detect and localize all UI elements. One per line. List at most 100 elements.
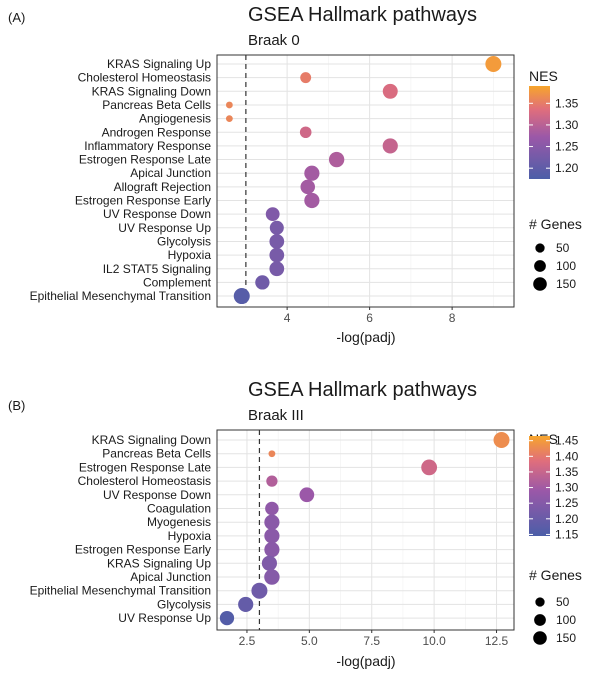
category-label: Allograft Rejection bbox=[114, 180, 211, 194]
point bbox=[269, 247, 285, 263]
plot-border bbox=[216, 54, 515, 308]
x-tick-label: 8 bbox=[449, 311, 456, 325]
category-label: UV Response Down bbox=[103, 207, 211, 221]
category-label: Epithelial Mesenchymal Transition bbox=[30, 584, 211, 598]
point bbox=[225, 101, 233, 109]
color-tick-label: 1.20 bbox=[555, 512, 579, 526]
points bbox=[225, 56, 502, 305]
color-tick-label: 1.45 bbox=[555, 434, 579, 448]
category-label: Pancreas Beta Cells bbox=[102, 447, 211, 461]
panel-a: (A) GSEA Hallmark pathways Braak 0 KRAS … bbox=[8, 4, 582, 345]
plot-border bbox=[216, 429, 515, 631]
color-tick-label: 1.30 bbox=[555, 118, 579, 132]
point bbox=[264, 569, 280, 585]
color-legend-title: NES bbox=[529, 68, 558, 84]
color-tick-label: 1.15 bbox=[555, 527, 579, 541]
size-legend-title: # Genes bbox=[529, 216, 582, 232]
category-label: KRAS Signaling Up bbox=[107, 556, 211, 570]
point bbox=[264, 528, 280, 544]
category-label: UV Response Up bbox=[118, 611, 211, 625]
size-key-label: 50 bbox=[556, 595, 570, 609]
color-tick-label: 1.20 bbox=[555, 161, 579, 175]
point bbox=[251, 582, 268, 599]
x-tick-labels: 2.5 5.0 7.5 10.0 12.5 bbox=[239, 630, 509, 648]
point bbox=[265, 207, 280, 222]
size-key bbox=[535, 597, 545, 607]
category-label: KRAS Signaling Up bbox=[107, 57, 211, 71]
point bbox=[225, 115, 233, 122]
category-label: Estrogen Response Early bbox=[75, 543, 211, 557]
x-tick-label: 4 bbox=[284, 311, 291, 325]
point bbox=[264, 514, 280, 530]
x-tick-label: 5.0 bbox=[301, 634, 318, 648]
point bbox=[304, 165, 320, 181]
panel-label: (B) bbox=[8, 398, 25, 413]
category-label: Estrogen Response Late bbox=[79, 153, 211, 167]
category-label: Myogenesis bbox=[147, 515, 211, 529]
point bbox=[233, 288, 250, 305]
x-tick-label: 12.5 bbox=[485, 634, 509, 648]
category-label: Estrogen Response Early bbox=[75, 194, 211, 208]
size-key bbox=[534, 614, 546, 626]
point bbox=[485, 56, 502, 72]
color-tick-label: 1.25 bbox=[555, 140, 579, 154]
panel-b: (B) GSEA Hallmark pathways Braak III KRA… bbox=[8, 379, 582, 669]
size-key-label: 50 bbox=[556, 241, 570, 255]
chart-subtitle: Braak 0 bbox=[248, 32, 300, 49]
category-label: Angiogenesis bbox=[139, 112, 211, 126]
point bbox=[300, 179, 316, 195]
color-tick-label: 1.30 bbox=[555, 481, 579, 495]
size-key bbox=[535, 243, 545, 253]
category-label: Glycolysis bbox=[157, 597, 211, 611]
size-key bbox=[534, 260, 546, 272]
category-label: Coagulation bbox=[147, 502, 211, 516]
category-label: Pancreas Beta Cells bbox=[102, 98, 211, 112]
size-key bbox=[533, 277, 547, 291]
x-tick-label: 6 bbox=[366, 311, 373, 325]
point bbox=[269, 220, 284, 235]
size-key-label: 150 bbox=[556, 631, 576, 645]
category-label: IL2 STAT5 Signaling bbox=[103, 262, 211, 276]
point bbox=[493, 432, 510, 448]
size-key bbox=[533, 631, 547, 645]
point bbox=[304, 192, 320, 209]
point bbox=[269, 261, 285, 277]
category-label: Apical Junction bbox=[130, 166, 211, 180]
color-legend-ticks: 1.451.40 1.35 1.301.25 1.201.15 bbox=[529, 434, 579, 541]
plot-panel bbox=[217, 430, 514, 630]
category-label: Cholesterol Homeostasis bbox=[78, 474, 211, 488]
chart-subtitle: Braak III bbox=[248, 407, 304, 424]
point bbox=[299, 487, 315, 503]
point bbox=[328, 151, 345, 168]
category-label: Hypoxia bbox=[168, 529, 212, 543]
x-axis-title: -log(padj) bbox=[336, 329, 395, 345]
category-label: Glycolysis bbox=[157, 234, 211, 248]
point bbox=[261, 555, 277, 571]
size-legend: 50 100 150 bbox=[533, 241, 576, 291]
size-key-label: 100 bbox=[556, 259, 576, 273]
grid bbox=[217, 55, 514, 307]
size-key-label: 100 bbox=[556, 613, 576, 627]
point bbox=[219, 610, 235, 626]
color-tick-label: 1.35 bbox=[555, 96, 579, 110]
plot-panel bbox=[217, 55, 514, 307]
color-legend-ticks: 1.35 1.30 1.25 1.20 bbox=[529, 96, 579, 175]
x-tick-label: 7.5 bbox=[363, 634, 380, 648]
color-tick-label: 1.25 bbox=[555, 496, 579, 510]
category-label: Inflammatory Response bbox=[84, 139, 211, 153]
category-label: Complement bbox=[143, 275, 212, 289]
category-label: Apical Junction bbox=[130, 570, 211, 584]
panel-label: (A) bbox=[8, 10, 25, 25]
point bbox=[266, 475, 278, 487]
x-tick-label: 10.0 bbox=[422, 634, 446, 648]
point bbox=[265, 501, 279, 516]
point bbox=[382, 138, 398, 154]
color-bar bbox=[529, 86, 550, 179]
size-key-label: 150 bbox=[556, 277, 576, 291]
category-label: UV Response Up bbox=[118, 221, 211, 235]
category-label: Estrogen Response Late bbox=[79, 460, 211, 474]
x-axis-title: -log(padj) bbox=[336, 653, 395, 669]
